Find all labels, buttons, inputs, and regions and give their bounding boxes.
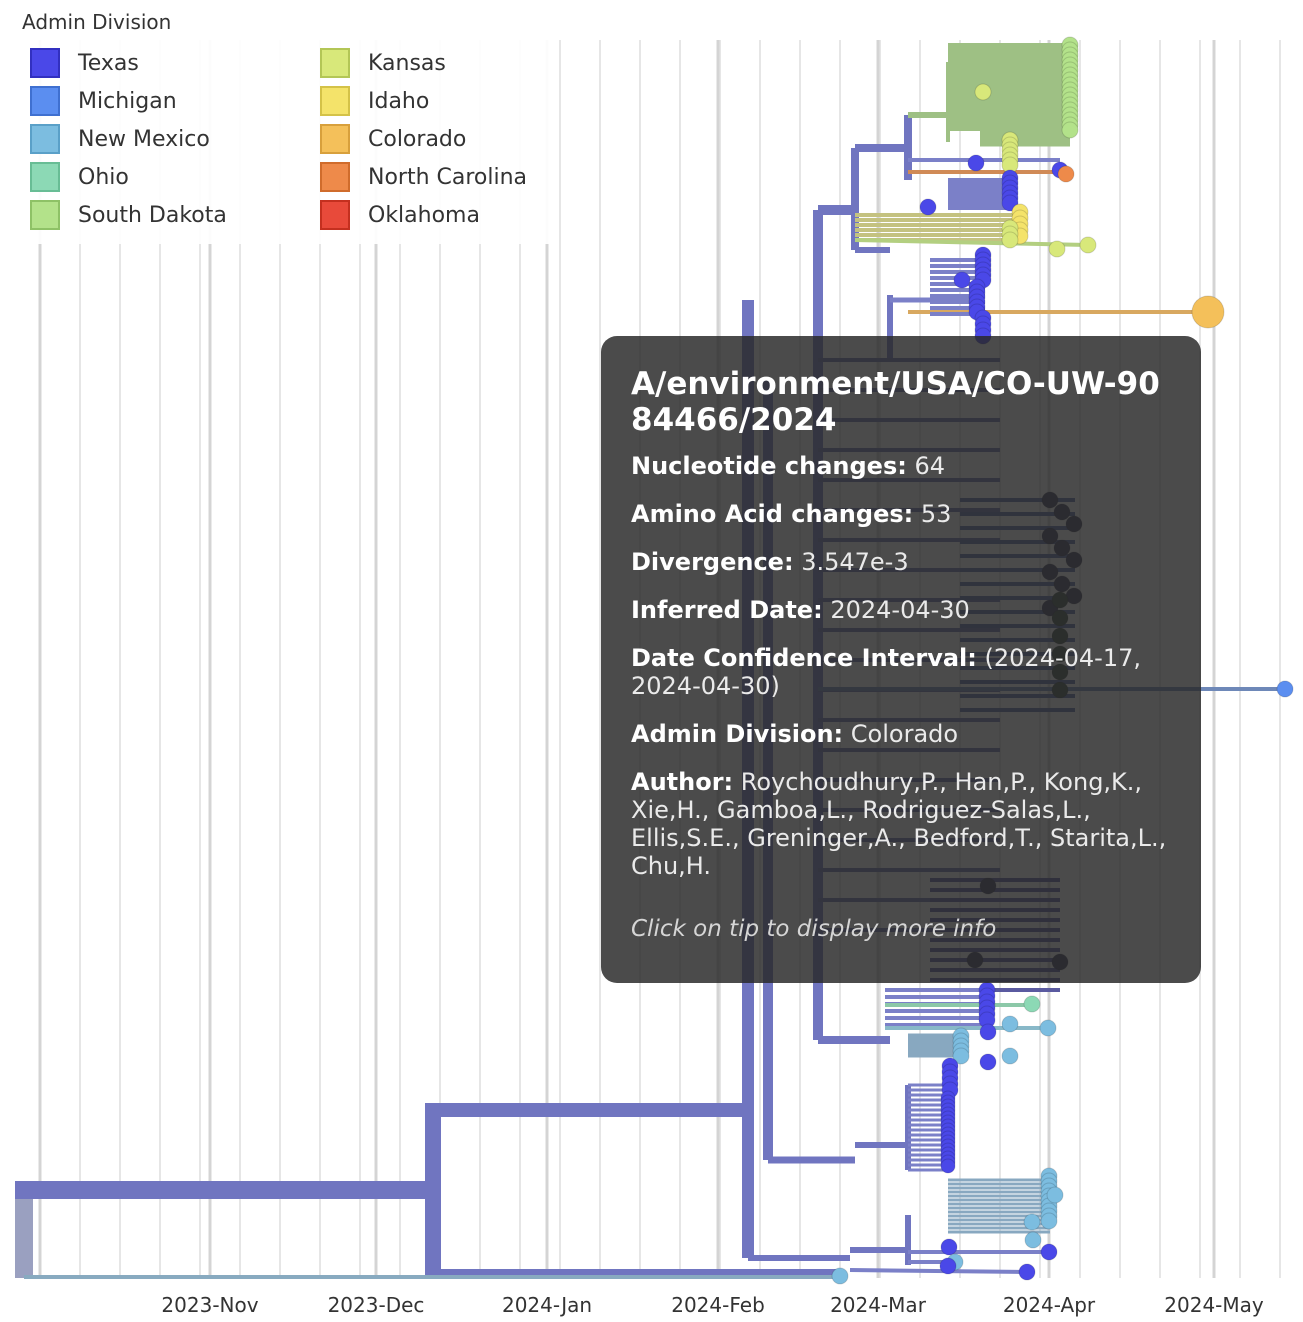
tip-node[interactable]: [974, 83, 992, 101]
tip-node[interactable]: [1191, 295, 1225, 329]
color-legend: Admin Division Texas Michigan New Mexico…: [20, 8, 550, 244]
tooltip-footer: Click on tip to display more info: [631, 916, 997, 942]
tooltip-key: Divergence:: [631, 548, 794, 576]
legend-swatch: [30, 200, 60, 230]
tip-node[interactable]: [831, 1267, 849, 1285]
tip-node[interactable]: [1001, 231, 1019, 249]
tip-node[interactable]: [1046, 1186, 1064, 1204]
axis-tick-label: 2024-Feb: [671, 1293, 765, 1317]
tip-tooltip: A/environment/USA/CO-UW-9084466/2024 Nuc…: [601, 336, 1201, 983]
axis-tick-label: 2023-Nov: [161, 1293, 258, 1317]
tooltip-value: 53: [920, 500, 952, 528]
legend-item-new-mexico[interactable]: New Mexico: [30, 122, 210, 156]
tip-node[interactable]: [1040, 1243, 1058, 1261]
tooltip-row-admin-division: Admin Division: Colorado: [631, 720, 1171, 748]
tip-node[interactable]: [1276, 680, 1294, 698]
legend-swatch: [30, 124, 60, 154]
tooltip-key: Amino Acid changes:: [631, 500, 914, 528]
tip-node[interactable]: [939, 1257, 957, 1275]
tooltip-row-divergence: Divergence: 3.547e-3: [631, 548, 1171, 576]
legend-item-texas[interactable]: Texas: [30, 46, 139, 80]
legend-item-ohio[interactable]: Ohio: [30, 160, 129, 194]
legend-item-idaho[interactable]: Idaho: [320, 84, 429, 118]
legend-label: Colorado: [368, 126, 467, 152]
tooltip-row-author: Author: Roychoudhury,P., Han,P., Kong,K.…: [631, 768, 1171, 880]
legend-label: Ohio: [78, 164, 129, 190]
tooltip-value: 2024-04-30: [830, 596, 970, 624]
tooltip-value: (2024-04-17, 2024-04-30): [631, 644, 1141, 700]
tip-node[interactable]: [1048, 240, 1066, 258]
tip-node[interactable]: [919, 198, 937, 216]
tip-node[interactable]: [1039, 1019, 1057, 1037]
tip-node[interactable]: [952, 1047, 970, 1065]
tooltip-value: Colorado: [850, 720, 959, 748]
legend-swatch: [30, 48, 60, 78]
tip-node[interactable]: [1079, 236, 1097, 254]
tip-node[interactable]: [979, 1053, 997, 1071]
tooltip-key: Nucleotide changes:: [631, 452, 907, 480]
tooltip-value: Roychoudhury,P., Han,P., Kong,K., Xie,H.…: [631, 768, 1167, 880]
legend-label: Oklahoma: [368, 202, 480, 228]
tip-node[interactable]: [1001, 1047, 1019, 1065]
tip-node[interactable]: [1040, 1212, 1058, 1230]
tooltip-key: Admin Division:: [631, 720, 844, 748]
legend-label: Idaho: [368, 88, 430, 114]
legend-swatch: [320, 162, 350, 192]
legend-item-colorado[interactable]: Colorado: [320, 122, 466, 156]
legend-label: South Dakota: [78, 202, 227, 228]
tip-node[interactable]: [967, 154, 985, 172]
legend-item-michigan[interactable]: Michigan: [30, 84, 177, 118]
branch[interactable]: [854, 238, 1089, 247]
legend-item-kansas[interactable]: Kansas: [320, 46, 446, 80]
tooltip-row-amino-acid: Amino Acid changes: 53: [631, 500, 1171, 528]
legend-title: Admin Division: [22, 10, 172, 34]
tooltip-row-inferred-date: Inferred Date: 2024-04-30: [631, 596, 1171, 624]
tip-node[interactable]: [1023, 1213, 1041, 1231]
tooltip-value: 3.547e-3: [801, 548, 909, 576]
tip-node[interactable]: [1018, 1263, 1036, 1281]
tooltip-key: Author:: [631, 768, 734, 796]
legend-swatch: [30, 162, 60, 192]
legend-swatch: [320, 86, 350, 116]
legend-label: Kansas: [368, 50, 446, 76]
tooltip-key: Inferred Date:: [631, 596, 823, 624]
axis-tick-label: 2024-Apr: [1003, 1293, 1096, 1317]
legend-swatch: [320, 200, 350, 230]
tip-node[interactable]: [1061, 121, 1079, 139]
legend-label: Texas: [78, 50, 139, 76]
legend-swatch: [320, 48, 350, 78]
axis-tick-label: 2023-Dec: [328, 1293, 425, 1317]
time-axis: 2023-Nov 2023-Dec 2024-Jan 2024-Feb 2024…: [161, 1293, 1263, 1317]
legend-item-south-dakota[interactable]: South Dakota: [30, 198, 227, 232]
tip-node[interactable]: [940, 1158, 956, 1174]
axis-tick-label: 2024-Jan: [502, 1293, 592, 1317]
axis-tick-label: 2024-Mar: [830, 1293, 927, 1317]
tip-node[interactable]: [953, 271, 971, 289]
tip-node[interactable]: [979, 1023, 997, 1041]
tip-node[interactable]: [1001, 1015, 1019, 1033]
legend-item-oklahoma[interactable]: Oklahoma: [320, 198, 480, 232]
legend-item-north-carolina[interactable]: North Carolina: [320, 160, 527, 194]
tip-node[interactable]: [1024, 1231, 1042, 1249]
tooltip-row-nucleotide: Nucleotide changes: 64: [631, 452, 1171, 480]
legend-swatch: [320, 124, 350, 154]
tip-node[interactable]: [940, 1238, 958, 1256]
tip-node[interactable]: [1023, 995, 1041, 1013]
axis-tick-label: 2024-May: [1164, 1293, 1264, 1317]
legend-label: Michigan: [78, 88, 177, 114]
tooltip-row-confidence-interval: Date Confidence Interval: (2024-04-17, 2…: [631, 644, 1171, 700]
branch[interactable]: [849, 1268, 1028, 1274]
legend-label: North Carolina: [368, 164, 528, 190]
tooltip-title: A/environment/USA/CO-UW-9084466/2024: [631, 366, 1160, 438]
tooltip-value: 64: [914, 452, 946, 480]
legend-swatch: [30, 86, 60, 116]
tooltip-key: Date Confidence Interval:: [631, 644, 977, 672]
tip-node[interactable]: [1057, 165, 1075, 183]
legend-label: New Mexico: [78, 126, 210, 152]
